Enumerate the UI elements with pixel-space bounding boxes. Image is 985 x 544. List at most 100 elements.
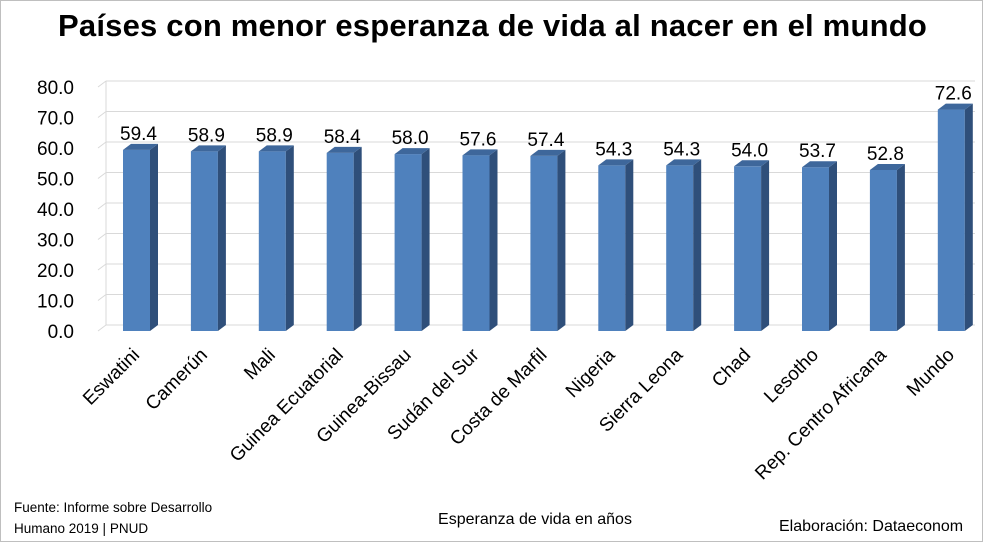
gridline-depth [97, 233, 107, 240]
x-tick-label: Chad [708, 345, 755, 392]
bar-front [530, 155, 558, 331]
data-label: 54.3 [663, 139, 700, 160]
gridline-depth [97, 263, 107, 271]
bar-side [557, 149, 566, 331]
bar-13 [937, 103, 973, 331]
bar-side [353, 146, 362, 331]
bar-8 [598, 159, 634, 331]
bar-10 [734, 160, 770, 331]
bar-9 [666, 159, 702, 331]
bar-side [421, 148, 430, 331]
data-label: 72.6 [935, 84, 972, 105]
bar-top [530, 149, 566, 156]
bar-side [896, 163, 905, 331]
bar-front [937, 109, 965, 331]
bar-side [625, 159, 634, 331]
bar-4 [326, 146, 362, 331]
x-tick-label: Nigeria [562, 344, 620, 402]
bar-front [734, 166, 762, 331]
source-line-2: Humano 2019 | PNUD [14, 521, 149, 536]
x-tick-label: Camerún [142, 345, 212, 415]
bar-2 [190, 145, 226, 331]
gridline-depth [97, 141, 107, 149]
bar-side [150, 143, 158, 331]
gridline-depth [97, 172, 107, 179]
gridline-depth [97, 202, 107, 210]
x-axis-label: Esperanza de vida en años [438, 511, 632, 528]
data-label: 58.9 [188, 125, 225, 146]
bar-top [802, 161, 837, 168]
bar-front [802, 167, 829, 331]
bar-front [190, 151, 218, 331]
data-label: 57.4 [527, 130, 564, 151]
y-tick-label: 50.0 [37, 170, 74, 191]
bar-12 [869, 163, 905, 331]
y-tick-label: 60.0 [37, 139, 74, 160]
data-label: 54.0 [731, 140, 768, 161]
bar-side [489, 149, 498, 331]
bar-side [217, 145, 226, 331]
y-tick-label: 30.0 [37, 231, 74, 252]
chart-title: Países con menor esperanza de vida al na… [58, 8, 927, 43]
data-label: 58.9 [256, 125, 293, 146]
source-note: Fuente: Informe sobre Desarrollo Humano … [14, 497, 264, 539]
x-tick-label: Guinea Ecuatorial [226, 345, 348, 467]
bar-5 [394, 148, 430, 331]
bar-1 [123, 143, 158, 331]
bar-6 [462, 149, 498, 331]
data-label: 57.6 [460, 129, 497, 150]
bar-top [258, 145, 294, 152]
data-label: 52.8 [867, 144, 904, 165]
bar-front [666, 165, 694, 331]
bar-top [666, 159, 702, 166]
gridline-depth [97, 324, 107, 332]
x-tick-label: Rep. Centro Africana [751, 344, 891, 484]
y-tick-label: 80.0 [37, 78, 74, 99]
bar-top [462, 149, 498, 156]
data-label: 59.4 [120, 124, 157, 145]
y-tick-label: 0.0 [48, 322, 74, 343]
data-label: 54.3 [595, 139, 632, 160]
bar-side [761, 160, 770, 331]
bar-front [462, 155, 490, 331]
gridline-depth [97, 111, 107, 118]
bar-top [326, 146, 362, 153]
credit-note: Elaboración: Dataeconom [779, 518, 964, 535]
bar-top [869, 163, 905, 170]
bar-side [829, 161, 837, 331]
x-tick-label: Lesotho [760, 345, 823, 408]
bar-top [734, 160, 770, 167]
bar-front [258, 151, 286, 331]
gridline-depth [97, 80, 107, 88]
bar-front [598, 165, 626, 331]
bar-7 [530, 149, 566, 331]
x-tick-label: Mali [240, 345, 279, 384]
bar-11 [802, 161, 837, 331]
gridline-depth [97, 294, 107, 301]
data-label: 58.0 [392, 128, 429, 149]
y-tick-label: 70.0 [37, 109, 74, 130]
bar-front [123, 149, 150, 331]
bar-side [285, 145, 294, 331]
bar-top [190, 145, 226, 152]
x-tick-label: Eswatini [79, 345, 144, 410]
x-tick-label: Mundo [903, 345, 959, 401]
bar-3 [258, 145, 294, 331]
data-label: 58.4 [324, 127, 361, 148]
y-tick-label: 40.0 [37, 200, 74, 221]
y-tick-label: 10.0 [37, 292, 74, 313]
bar-top [123, 143, 158, 150]
bar-front [869, 169, 897, 331]
bar-top [598, 159, 634, 166]
bar-front [394, 154, 422, 331]
bar-top [394, 148, 430, 155]
data-label: 53.7 [799, 141, 836, 162]
source-line-1: Fuente: Informe sobre Desarrollo [14, 500, 213, 515]
bar-side [693, 159, 702, 331]
bar-front [326, 152, 354, 331]
bar-top [937, 103, 973, 110]
y-tick-label: 20.0 [37, 261, 74, 282]
bar-side [964, 103, 973, 331]
